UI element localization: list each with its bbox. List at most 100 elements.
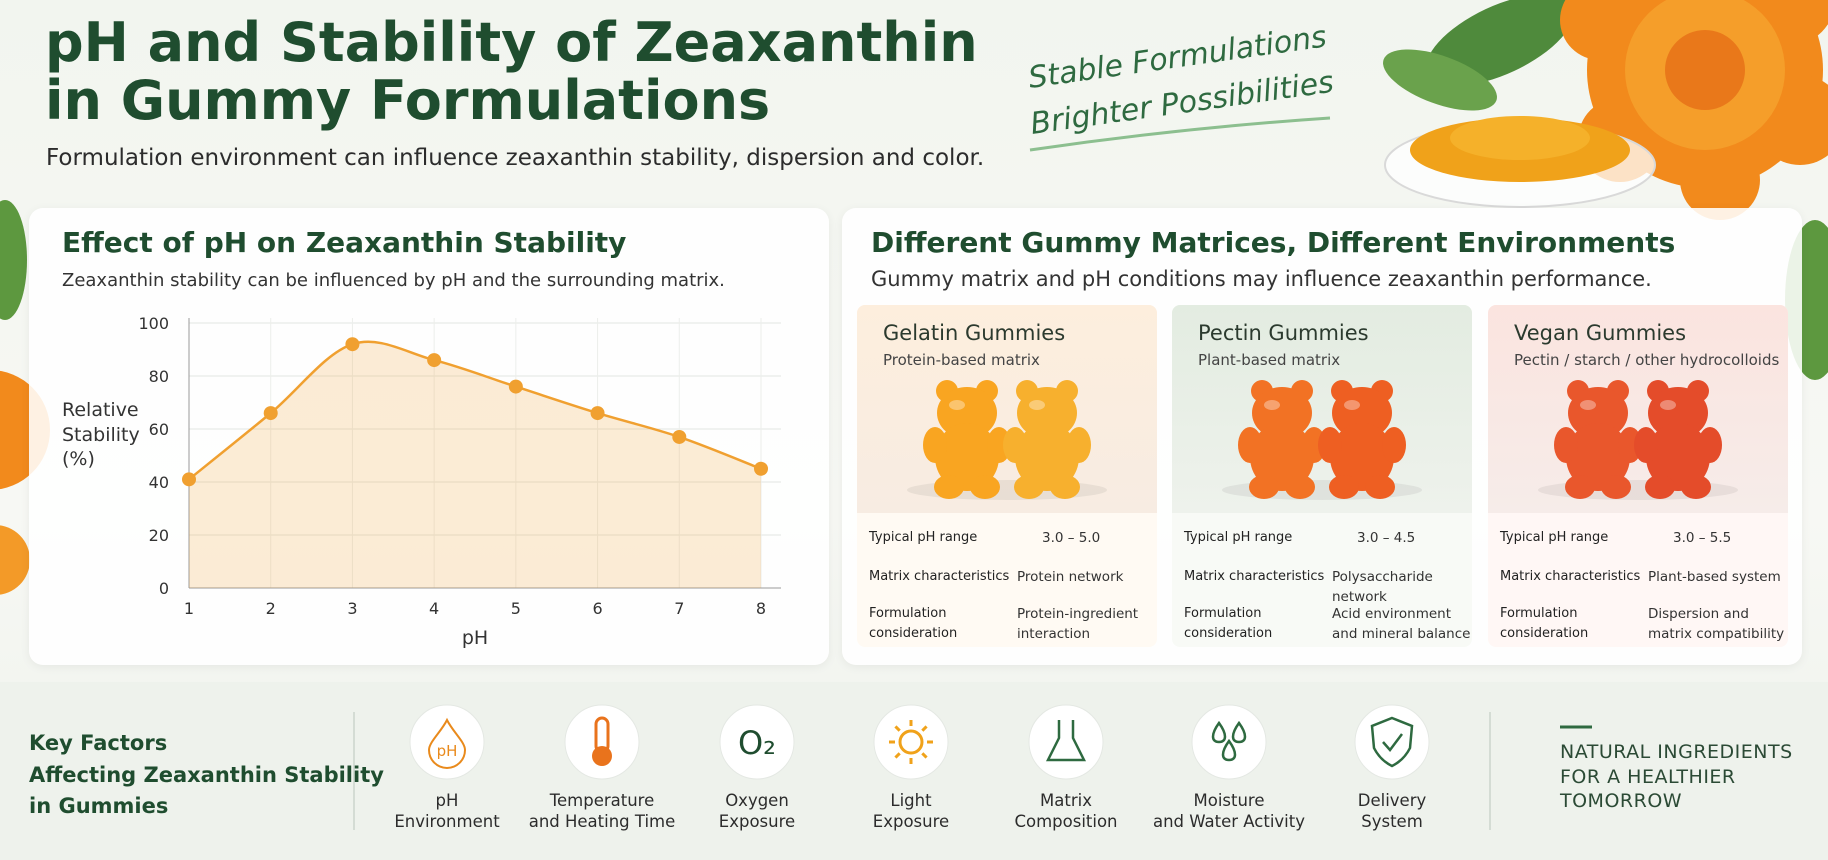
gummy-highlight — [1580, 400, 1596, 410]
row-label: Matrix characteristics — [869, 569, 1010, 584]
row-value: Dispersion and matrix compatibility — [1648, 606, 1785, 643]
factor-label: Temperature and Heating Time — [528, 791, 676, 832]
icon — [427, 717, 467, 769]
page-subtitle: Formulation environment can influence ze… — [46, 145, 985, 171]
icon — [894, 752, 901, 759]
gummy-part — [970, 475, 1000, 499]
point — [508, 379, 523, 394]
gummy-part — [1329, 475, 1359, 499]
x-tick-label: 4 — [429, 599, 439, 618]
icon-circle — [409, 704, 485, 780]
gummy-part — [1285, 475, 1315, 499]
chart-panel — [29, 208, 829, 665]
point — [345, 337, 360, 352]
card-title: Pectin Gummies — [1198, 321, 1369, 345]
gummy-highlight — [1264, 400, 1280, 410]
gummy-part — [1332, 387, 1392, 439]
gummy-part — [1568, 387, 1628, 439]
row-value: Protein-ingredient interaction — [1017, 606, 1139, 643]
point — [754, 461, 768, 476]
y-axis-label: Relative Stability (%) — [62, 399, 140, 471]
icon — [1221, 738, 1237, 762]
gummy-part — [1067, 427, 1091, 463]
x-axis-label: pH — [462, 627, 488, 649]
icon-circle — [719, 704, 795, 780]
row-value: Polysaccharide network — [1332, 569, 1433, 606]
x-tick-label: 3 — [347, 599, 357, 618]
gummy-part — [1014, 475, 1044, 499]
gummy-part — [934, 475, 964, 499]
icon-circle — [1354, 704, 1430, 780]
icon — [898, 729, 924, 755]
row-value: 3.0 – 5.0 — [1042, 530, 1101, 546]
card-image — [1488, 305, 1788, 513]
gummy-part — [1003, 427, 1027, 463]
y-tick-label: 60 — [149, 420, 169, 439]
factor-label: Matrix Composition — [1014, 791, 1118, 832]
card-title: Gelatin Gummies — [883, 321, 1066, 345]
y-tick-label: 40 — [149, 473, 169, 492]
icon — [1370, 716, 1414, 768]
icon — [1211, 720, 1227, 744]
icon-circle — [564, 704, 640, 780]
icon-label: O₂ — [738, 724, 776, 762]
gummy-highlight — [1660, 400, 1676, 410]
card-subtitle: Pectin / starch / other hydrocolloids — [1514, 351, 1780, 369]
gummy-part — [1249, 475, 1279, 499]
gummy-part — [1017, 387, 1077, 439]
row-label: Matrix characteristics — [1500, 569, 1641, 584]
factors-title: Key Factors Affecting Zeaxanthin Stabili… — [29, 731, 384, 818]
card-image — [1172, 305, 1472, 513]
matrix-title: Different Gummy Matrices, Different Envi… — [871, 226, 1676, 259]
gummy-illustration — [907, 380, 1107, 500]
chart-subtitle: Zeaxanthin stability can be influenced b… — [62, 270, 725, 291]
x-tick-label: 6 — [592, 599, 602, 618]
icon — [894, 725, 901, 732]
x-tick-label: 8 — [756, 599, 766, 618]
point — [263, 406, 278, 421]
gummy-part — [1646, 423, 1710, 491]
factor-label: Moisture and Water Activity — [1152, 791, 1305, 832]
row-value: 3.0 – 4.5 — [1357, 530, 1416, 546]
gummy-part — [935, 423, 999, 491]
row-label: Formulation consideration — [869, 606, 958, 641]
gummy-part — [1238, 427, 1262, 463]
point — [182, 472, 196, 487]
matrix-subtitle: Gummy matrix and pH conditions may influ… — [871, 267, 1652, 291]
row-label: Formulation consideration — [1184, 606, 1273, 641]
y-tick-label: 80 — [149, 367, 169, 386]
gummy-part — [1318, 427, 1342, 463]
gummy-part — [1554, 427, 1578, 463]
row-label: Matrix characteristics — [1184, 569, 1325, 584]
x-tick-label: 7 — [674, 599, 684, 618]
y-tick-label: 0 — [159, 579, 169, 598]
matrix-card: Gelatin Gummies Protein-based matrix Typic… — [857, 305, 1157, 647]
factor-label: Light Exposure — [872, 791, 950, 832]
gummy-part — [1252, 387, 1312, 439]
icon-circle — [873, 704, 949, 780]
gummy-part — [937, 387, 997, 439]
gummy-illustration — [1538, 380, 1738, 500]
footer-slogan: NATURAL INGREDIENTS FOR A HEALTHIER TOMO… — [1560, 741, 1793, 813]
point — [672, 429, 687, 444]
row-value: Protein network — [1017, 569, 1124, 585]
gummy-part — [923, 427, 947, 463]
factor-label: Delivery System — [1357, 791, 1427, 832]
card-title: Vegan Gummies — [1514, 321, 1687, 345]
point — [427, 353, 442, 368]
row-label: Typical pH range — [1500, 530, 1609, 545]
gummy-part — [1566, 423, 1630, 491]
icon-label: pH — [437, 742, 458, 760]
row-value: Acid environment and mineral balance — [1332, 606, 1471, 643]
matrix-card: Pectin Gummies Plant-based matrix Typical … — [1172, 305, 1472, 647]
gummy-part — [1050, 475, 1080, 499]
icon — [592, 746, 612, 766]
gummy-part — [1330, 423, 1394, 491]
y-tick-label: 20 — [149, 526, 169, 545]
gummy-part — [1565, 475, 1595, 499]
gummy-part — [1681, 475, 1711, 499]
gummy-highlight — [1029, 400, 1045, 410]
